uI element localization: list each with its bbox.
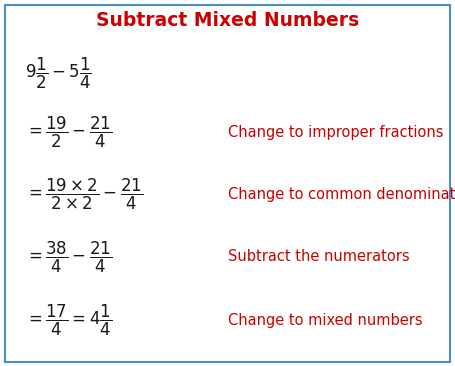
Text: Subtract the numerators: Subtract the numerators bbox=[228, 250, 409, 264]
Text: $=\dfrac{19}{2}-\dfrac{21}{4}$: $=\dfrac{19}{2}-\dfrac{21}{4}$ bbox=[25, 115, 112, 150]
Text: $9\dfrac{1}{2}-5\dfrac{1}{4}$: $9\dfrac{1}{2}-5\dfrac{1}{4}$ bbox=[25, 56, 92, 91]
Text: Change to mixed numbers: Change to mixed numbers bbox=[228, 313, 422, 328]
Text: Change to improper fractions: Change to improper fractions bbox=[228, 125, 443, 140]
Text: Subtract Mixed Numbers: Subtract Mixed Numbers bbox=[96, 11, 359, 30]
Text: $=\dfrac{17}{4}=4\dfrac{1}{4}$: $=\dfrac{17}{4}=4\dfrac{1}{4}$ bbox=[25, 303, 112, 338]
FancyBboxPatch shape bbox=[5, 5, 450, 362]
Text: Change to common denominator: Change to common denominator bbox=[228, 187, 455, 202]
Text: $=\dfrac{38}{4}-\dfrac{21}{4}$: $=\dfrac{38}{4}-\dfrac{21}{4}$ bbox=[25, 239, 112, 274]
Text: $=\dfrac{19\times2}{2\times2}-\dfrac{21}{4}$: $=\dfrac{19\times2}{2\times2}-\dfrac{21}… bbox=[25, 177, 143, 212]
